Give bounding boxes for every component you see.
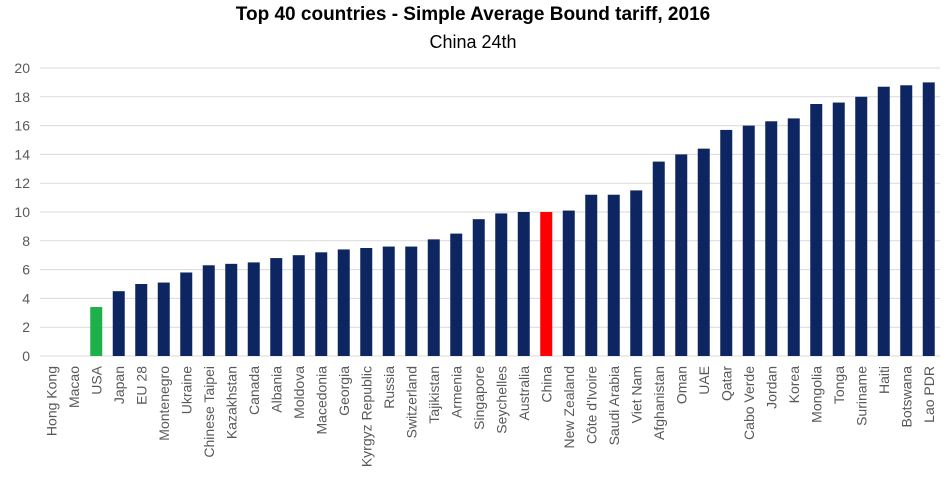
bar-ukraine — [180, 272, 193, 356]
bar-montenegro — [157, 282, 170, 356]
x-tick-label: Haiti — [876, 366, 892, 394]
bar-korea — [787, 118, 800, 357]
x-tick-label: Saudi Arabia — [606, 366, 622, 446]
y-tick-label: 10 — [14, 204, 30, 220]
x-tick-label: Botswana — [898, 366, 914, 428]
bar-haiti — [877, 86, 890, 356]
chart-subtitle: China 24th — [429, 32, 517, 52]
bar-afghanistan — [652, 161, 665, 356]
x-tick-label: Georgia — [336, 366, 352, 416]
x-tick-label: Armenia — [448, 366, 464, 418]
x-tick-label: Ukraine — [178, 366, 194, 414]
x-tick-label: USA — [88, 365, 104, 394]
x-tick-label: New Zealand — [561, 366, 577, 449]
bar-albania — [270, 258, 283, 356]
bar-tonga — [832, 102, 845, 356]
x-tick-label: Oman — [673, 366, 689, 404]
y-tick-label: 14 — [14, 146, 30, 162]
x-tick-label: Mongolia — [808, 366, 824, 423]
x-tick-label: China — [538, 366, 554, 403]
x-tick-label: UAE — [696, 366, 712, 395]
x-tick-label: Japan — [111, 366, 127, 404]
chart-title: Top 40 countries - Simple Average Bound … — [235, 4, 711, 25]
bar-armenia — [450, 233, 463, 356]
x-tick-label: Kyrgyz Republic — [358, 366, 374, 467]
x-tick-label: Albania — [268, 366, 284, 413]
x-tick-label: Afghanistan — [651, 366, 667, 440]
x-tick-label: Tonga — [831, 366, 847, 404]
bar-russia — [382, 246, 395, 356]
y-tick-label: 8 — [22, 233, 30, 249]
bar-canada — [247, 262, 260, 356]
y-tick-label: 16 — [14, 118, 30, 134]
y-tick-label: 0 — [22, 348, 30, 364]
y-tick-label: 20 — [14, 60, 30, 76]
x-tick-label: Singapore — [471, 366, 487, 430]
bar-japan — [112, 291, 125, 356]
bar-kazakhstan — [225, 263, 238, 356]
bar-usa — [90, 307, 103, 356]
bar-moldova — [292, 255, 305, 356]
x-tick-label: Chinese Taipei — [201, 366, 217, 458]
bar-oman — [675, 154, 688, 356]
x-tick-label: Viet Nam — [628, 366, 644, 423]
y-tick-label: 2 — [22, 319, 30, 335]
x-tick-label: EU 28 — [133, 366, 149, 405]
bar-cabo-verde — [742, 125, 755, 356]
bar-australia — [517, 212, 530, 356]
bar-georgia — [337, 249, 350, 356]
x-tick-label: Lao PDR — [921, 366, 937, 423]
y-tick-label: 18 — [14, 89, 30, 105]
bar-c-te-d-ivoire — [585, 194, 598, 356]
bar-qatar — [720, 129, 733, 356]
x-tick-label: Canada — [246, 366, 262, 415]
bar-new-zealand — [562, 210, 575, 356]
x-tick-label: Russia — [381, 366, 397, 409]
x-tick-label: Qatar — [718, 366, 734, 401]
x-tick-label: Suriname — [853, 366, 869, 426]
x-tick-label: Moldova — [291, 366, 307, 419]
x-tick-label: Hong Kong — [43, 366, 59, 436]
bar-suriname — [855, 96, 868, 357]
bar-jordan — [765, 121, 778, 356]
bar-lao-pdr — [922, 82, 935, 357]
bar-eu-28 — [135, 284, 148, 356]
x-tick-label: Montenegro — [156, 366, 172, 441]
bar-kyrgyz-republic — [360, 248, 373, 356]
bar-mongolia — [810, 104, 823, 356]
bar-botswana — [900, 85, 913, 356]
x-tick-label: Macao — [66, 366, 82, 408]
x-tick-label: Kazakhstan — [223, 366, 239, 439]
bar-seychelles — [495, 213, 508, 356]
bar-viet-nam — [630, 190, 643, 356]
y-tick-label: 6 — [22, 262, 30, 278]
y-tick-label: 12 — [14, 175, 30, 191]
bar-switzerland — [405, 246, 418, 356]
x-tick-label: Côte d'Ivoire — [583, 366, 599, 444]
x-tick-label: Macedonia — [313, 366, 329, 435]
x-tick-label: Switzerland — [403, 366, 419, 438]
bar-singapore — [472, 219, 485, 356]
y-tick-label: 4 — [22, 290, 30, 306]
x-tick-label: Jordan — [763, 366, 779, 409]
x-tick-label: Cabo Verde — [741, 366, 757, 440]
x-tick-label: Seychelles — [493, 366, 509, 434]
bar-saudi-arabia — [607, 194, 620, 356]
x-tick-label: Korea — [786, 366, 802, 404]
bar-tajikistan — [427, 239, 440, 356]
x-tick-label: Tajikistan — [426, 366, 442, 424]
bar-uae — [697, 148, 710, 356]
x-tick-label: Australia — [516, 366, 532, 421]
bar-macedonia — [315, 252, 328, 356]
bar-china — [540, 212, 553, 356]
bar-chinese-taipei — [202, 265, 215, 356]
